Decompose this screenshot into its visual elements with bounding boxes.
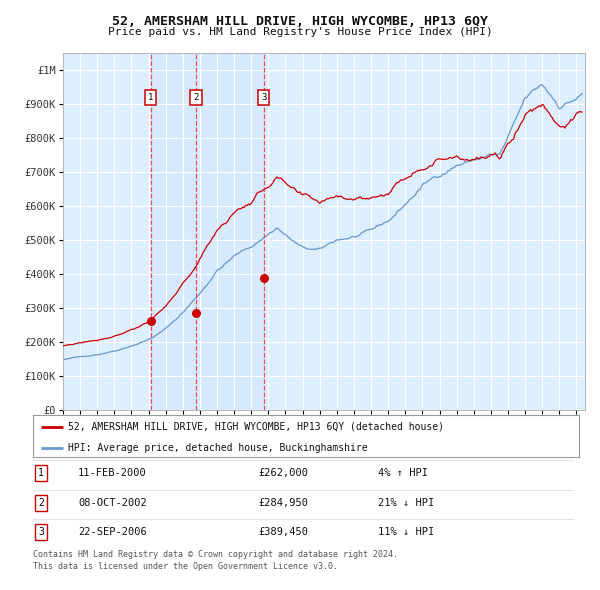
Text: 1: 1 xyxy=(148,93,153,102)
Bar xyxy=(151,53,263,410)
Text: 52, AMERSHAM HILL DRIVE, HIGH WYCOMBE, HP13 6QY: 52, AMERSHAM HILL DRIVE, HIGH WYCOMBE, H… xyxy=(112,15,488,28)
Text: 11-FEB-2000: 11-FEB-2000 xyxy=(78,468,147,478)
Text: 1: 1 xyxy=(38,468,44,478)
Text: 11% ↓ HPI: 11% ↓ HPI xyxy=(378,527,434,537)
Text: 52, AMERSHAM HILL DRIVE, HIGH WYCOMBE, HP13 6QY (detached house): 52, AMERSHAM HILL DRIVE, HIGH WYCOMBE, H… xyxy=(68,422,445,432)
Text: 22-SEP-2006: 22-SEP-2006 xyxy=(78,527,147,537)
Text: £284,950: £284,950 xyxy=(258,498,308,507)
Text: 4% ↑ HPI: 4% ↑ HPI xyxy=(378,468,428,478)
Text: £262,000: £262,000 xyxy=(258,468,308,478)
Text: 3: 3 xyxy=(38,527,44,537)
Text: HPI: Average price, detached house, Buckinghamshire: HPI: Average price, detached house, Buck… xyxy=(68,443,368,453)
Text: 08-OCT-2002: 08-OCT-2002 xyxy=(78,498,147,507)
Text: 3: 3 xyxy=(261,93,266,102)
Text: 2: 2 xyxy=(38,498,44,507)
Text: 21% ↓ HPI: 21% ↓ HPI xyxy=(378,498,434,507)
Text: This data is licensed under the Open Government Licence v3.0.: This data is licensed under the Open Gov… xyxy=(33,562,338,571)
Text: Price paid vs. HM Land Registry's House Price Index (HPI): Price paid vs. HM Land Registry's House … xyxy=(107,27,493,37)
Text: £389,450: £389,450 xyxy=(258,527,308,537)
Text: Contains HM Land Registry data © Crown copyright and database right 2024.: Contains HM Land Registry data © Crown c… xyxy=(33,550,398,559)
Text: 2: 2 xyxy=(193,93,199,102)
